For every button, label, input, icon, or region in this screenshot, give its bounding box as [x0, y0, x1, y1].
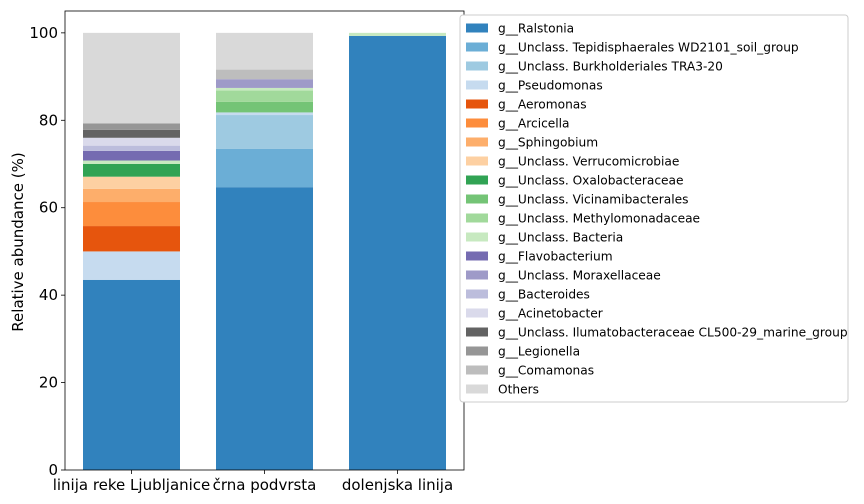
bar-segment	[83, 202, 180, 227]
bar-segment	[83, 129, 180, 138]
bar-segment	[216, 101, 313, 113]
legend-swatch	[466, 270, 488, 280]
legend-entry: g__Flavobacterium	[498, 250, 613, 264]
y-tick-label: 40	[39, 286, 58, 304]
legend-swatch	[466, 384, 488, 394]
legend-swatch	[466, 42, 488, 52]
legend-swatch	[466, 118, 488, 128]
bar-segment	[216, 32, 313, 70]
bar-segment	[216, 148, 313, 188]
plot-area: 0 20 40 60 80 100 linija reke Ljubljanice črna …	[29, 10, 465, 494]
bar-segment	[216, 90, 313, 102]
legend-entry: g__Unclass. Oxalobacteraceae	[498, 174, 684, 188]
y-tick-label: 0	[48, 461, 58, 479]
legend-swatch	[466, 289, 488, 299]
x-tick-label: črna podvrsta	[213, 476, 317, 494]
legend-entry: g__Unclass. Tepidisphaerales WD2101_soil…	[498, 41, 799, 55]
legend-entry: g__Ralstonia	[498, 22, 574, 36]
y-tick-label: 20	[39, 374, 58, 392]
legend-entry: g__Acinetobacter	[498, 307, 604, 321]
legend-swatch	[466, 327, 488, 337]
bar-segment	[83, 123, 180, 130]
y-tick-label: 80	[39, 111, 58, 129]
legend-swatch	[466, 99, 488, 109]
legend-entry: Others	[498, 383, 539, 397]
bar-segment	[216, 112, 313, 116]
legend-swatch	[466, 137, 488, 147]
legend-entry: g__Comamonas	[498, 364, 594, 378]
legend-entry: g__Pseudomonas	[498, 79, 603, 93]
legend-entry: g__Unclass. Bacteria	[498, 231, 623, 245]
bar-segment	[83, 188, 180, 203]
legend-swatch	[466, 194, 488, 204]
bar-segment	[83, 251, 180, 280]
bar-segment	[349, 35, 446, 471]
legend-swatch	[466, 346, 488, 356]
legend-swatch	[466, 80, 488, 90]
bar-segment	[216, 69, 313, 80]
legend-entry: g__Bacteroides	[498, 288, 590, 302]
bar-segment	[83, 279, 180, 470]
bar-segment	[83, 160, 180, 164]
bar-segment	[83, 32, 180, 124]
x-tick-label: dolenjska linija	[342, 476, 453, 494]
legend: g__Ralstonia g__Unclass. Tepidisphaerales…	[459, 14, 849, 403]
bar-segment	[83, 145, 180, 151]
bar-segment	[216, 87, 313, 91]
legend-entry: g__Unclass. Methylomonadaceae	[498, 212, 700, 226]
legend-entry: g__Aeromonas	[498, 98, 587, 112]
bar-segment	[83, 226, 180, 252]
bar-segment	[83, 164, 180, 177]
legend-entry: g__Unclass. Moraxellaceae	[498, 269, 661, 283]
legend-entry: g__Legionella	[498, 345, 580, 359]
legend-swatch	[466, 365, 488, 375]
legend-swatch	[466, 156, 488, 166]
bar-segment	[349, 32, 446, 36]
bar-segment	[83, 150, 180, 161]
legend-swatch	[466, 232, 488, 242]
y-tick-label: 100	[29, 24, 58, 42]
legend-entry: g__Arcicella	[498, 117, 570, 131]
legend-swatch	[466, 213, 488, 223]
legend-box	[459, 14, 849, 403]
bar-segment	[83, 176, 180, 189]
legend-swatch	[466, 308, 488, 318]
legend-entry: g__Unclass. Vicinamibacterales	[498, 193, 688, 207]
legend-swatch	[466, 23, 488, 33]
x-tick-label: linija reke Ljubljanice	[53, 476, 211, 494]
bar-segment	[83, 137, 180, 146]
legend-entry: g__Unclass. Verrucomicrobiae	[498, 155, 679, 169]
bar-segment	[216, 115, 313, 149]
legend-entry: g__Unclass. Ilumatobacteraceae CL500-29_…	[498, 326, 848, 340]
legend-entry: g__Sphingobium	[498, 136, 598, 150]
legend-swatch	[466, 61, 488, 71]
legend-entry: g__Unclass. Burkholderiales TRA3-20	[498, 60, 723, 74]
legend-swatch	[466, 251, 488, 261]
legend-swatch	[466, 175, 488, 185]
y-tick-label: 60	[39, 199, 58, 217]
y-axis-label: Relative abundance (%)	[9, 152, 27, 331]
bar-segment	[216, 79, 313, 88]
bar-segment	[216, 187, 313, 471]
